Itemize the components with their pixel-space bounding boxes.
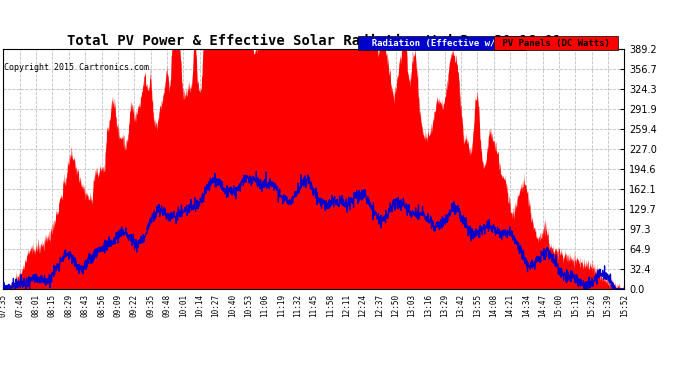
Text: Copyright 2015 Cartronics.com: Copyright 2015 Cartronics.com xyxy=(4,63,149,72)
Text: Radiation (Effective w/m2): Radiation (Effective w/m2) xyxy=(360,39,522,48)
Text: PV Panels (DC Watts): PV Panels (DC Watts) xyxy=(497,39,615,48)
Title: Total PV Power & Effective Solar Radiation Wed Dec 30 16:01: Total PV Power & Effective Solar Radiati… xyxy=(67,34,561,48)
